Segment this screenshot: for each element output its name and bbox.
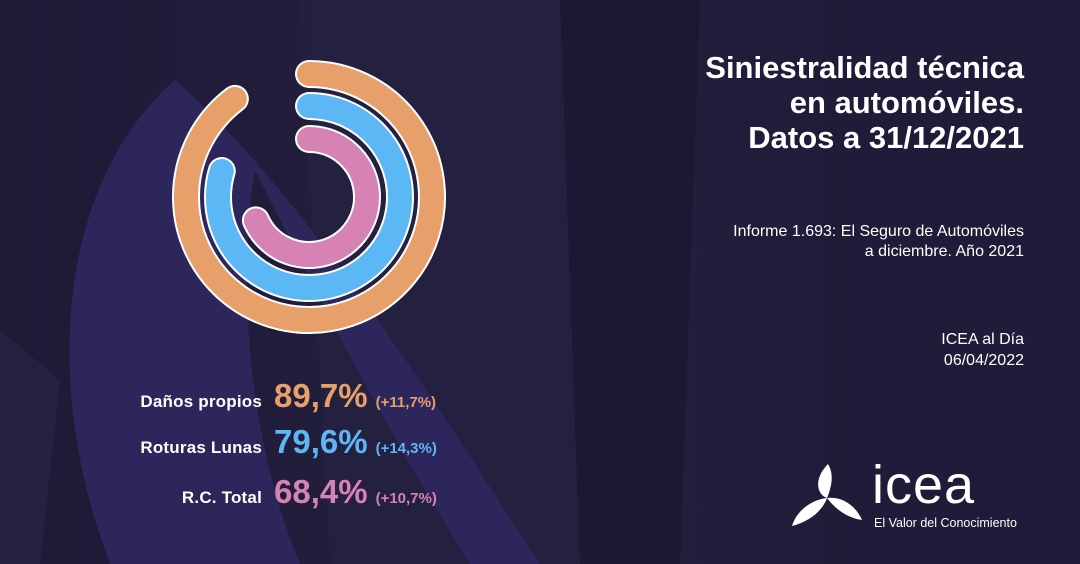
legend-change-rc-total: (+10,7%) — [375, 490, 437, 507]
legend-change-danos-propios: (+11,7%) — [375, 394, 437, 411]
icea-logo: icea El Valor del Conocimiento — [788, 455, 1038, 536]
legend-label-rc-total: R.C. Total — [181, 488, 262, 507]
legend-value-roturas-lunas: 79,6% — [274, 423, 368, 460]
publication-info: ICEA al Día 06/04/2022 — [724, 329, 1024, 371]
publication-name: ICEA al Día — [941, 331, 1024, 348]
brand-tagline: El Valor del Conocimiento — [874, 516, 1017, 530]
legend-value-danos-propios: 89,7% — [274, 377, 368, 414]
icea-triskelion-icon — [792, 464, 862, 526]
page-title: Siniestralidad técnica en automóviles. D… — [564, 50, 1024, 155]
legend-row-danos-propios: Daños propios 89,7% (+11,7%) — [0, 377, 436, 417]
title-line: Siniestralidad técnica — [705, 50, 1024, 85]
ring-bar-danos-propios — [174, 62, 444, 332]
legend-row-rc-total: R.C. Total 68,4% (+10,7%) — [0, 473, 437, 513]
ring-bar-r-c-total — [243, 127, 379, 267]
report-reference: Informe 1.693: El Seguro de Automóviles … — [604, 222, 1024, 262]
publication-date: 06/04/2022 — [943, 352, 1024, 369]
ring-bar-roturas-lunas — [206, 94, 412, 300]
legend-change-roturas-lunas: (+14,3%) — [375, 440, 437, 457]
brand-name: icea — [872, 455, 976, 515]
title-line: Datos a 31/12/2021 — [748, 120, 1024, 155]
report-line: a diciembre. Año 2021 — [864, 243, 1024, 260]
title-line: en automóviles. — [789, 85, 1024, 120]
legend-label-danos-propios: Daños propios — [140, 392, 262, 411]
report-line: Informe 1.693: El Seguro de Automóviles — [733, 223, 1024, 240]
legend-label-roturas-lunas: Roturas Lunas — [140, 438, 262, 457]
legend-value-rc-total: 68,4% — [274, 473, 368, 510]
legend-row-roturas-lunas: Roturas Lunas 79,6% (+14,3%) — [0, 423, 437, 463]
